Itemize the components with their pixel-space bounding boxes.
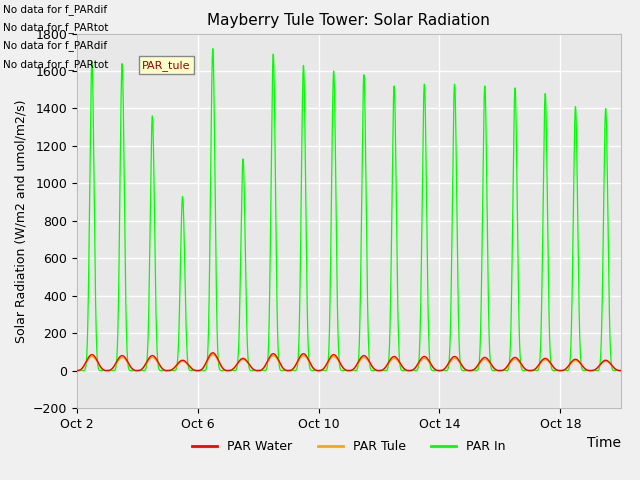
Text: No data for f_PARtot: No data for f_PARtot	[3, 59, 109, 70]
Text: No data for f_PARtot: No data for f_PARtot	[3, 22, 109, 33]
Text: PAR_tule: PAR_tule	[142, 60, 191, 71]
Legend: PAR Water, PAR Tule, PAR In: PAR Water, PAR Tule, PAR In	[188, 435, 510, 458]
Y-axis label: Solar Radiation (W/m2 and umol/m2/s): Solar Radiation (W/m2 and umol/m2/s)	[14, 99, 27, 343]
X-axis label: Time: Time	[587, 436, 621, 450]
Title: Mayberry Tule Tower: Solar Radiation: Mayberry Tule Tower: Solar Radiation	[207, 13, 490, 28]
Text: No data for f_PARdif: No data for f_PARdif	[3, 40, 108, 51]
Text: No data for f_PARdif: No data for f_PARdif	[3, 4, 108, 15]
